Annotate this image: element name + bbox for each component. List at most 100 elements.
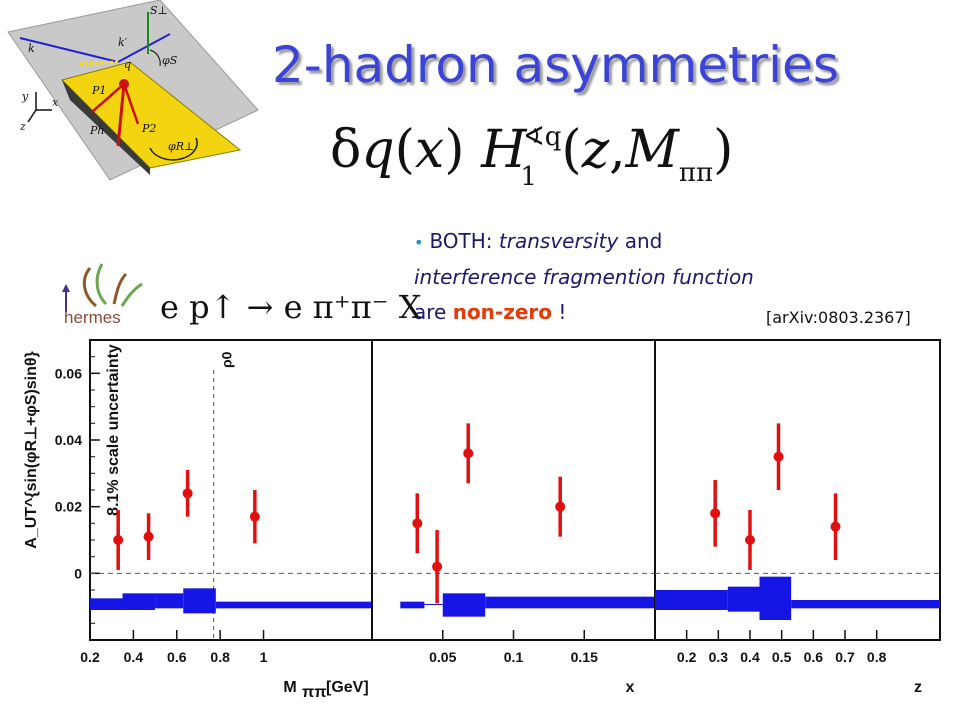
x-tick-label: 0.2 [677,649,697,665]
data-point [555,501,566,512]
systematic-band [90,598,123,610]
x-tick-label: 0.4 [124,649,144,665]
y-tick-label: 0.06 [55,365,82,381]
formula-sub: 1 [520,162,537,192]
data-point [830,521,841,532]
slide-title: 2-hadron asymmetries [272,36,839,94]
formula: δq(x) H1∢q(z,Mππ) [330,120,734,192]
formula-H: H [481,120,527,180]
y-tick-label: 0.04 [55,432,82,448]
asymmetry-chart: 0 0.02 0.04 0.06 A_UT^{sin(φR⊥+φS)sinθ} 8.1% … [23,339,941,701]
data-point [463,448,474,459]
formula-M: M [625,120,679,180]
x-axis-label: z [914,679,922,696]
x-tick-label: 0.6 [804,649,824,665]
x-axis-label: x [626,679,635,696]
x-tick-label: 0.7 [835,649,855,665]
formula-x: x [414,120,445,180]
Ph-vector [116,83,126,147]
systematic-band [122,593,156,610]
chart-frame [89,339,941,641]
kinematics-diagram: k k′ S⊥ q φS P1 P2 Ph φR⊥ y x z [7,0,259,181]
systematic-band [485,596,655,609]
bullet-dot: • [414,233,424,252]
data-point [432,561,443,572]
systematic-band [400,601,425,609]
label-k: k [28,42,35,55]
reaction: e p↑ → e π⁺π⁻ X [160,288,422,326]
systematic-band [655,590,728,610]
x-tick-label: 0.8 [867,649,887,665]
label-ax-y: y [21,90,29,103]
P2-vector [122,83,140,125]
systematic-band [442,593,486,617]
bullet-are: are [414,300,447,324]
x-tick-label: 0.1 [504,649,524,665]
label-S: S⊥ [150,4,168,17]
data-point [412,518,423,529]
hermes-logo: hermes [62,263,143,327]
hermes-logo-text: hermes [64,308,121,327]
x-tick-label: 0.4 [740,649,760,665]
y-tick-label: 0.02 [55,499,82,515]
bullet-prefix: BOTH: [429,229,493,253]
formula-q: q [361,120,395,180]
data-point [113,535,124,545]
systematic-band [424,604,443,605]
phiR-arc [149,137,198,161]
label-ax-z: z [19,120,26,133]
label-ax-x: x [52,96,59,109]
bullet-term1: transversity [498,229,619,253]
systematic-band [791,600,940,609]
rho-annotation: ρ0 [219,351,235,368]
x-tick-label: 0.5 [772,649,792,665]
x-tick-label: 1 [260,649,268,665]
interaction-vertex [119,79,129,89]
systematic-band [183,588,216,614]
x-axis-label-sub: ππ [302,684,327,701]
x-tick-label: 0.6 [167,649,187,665]
formula-pipi: ππ [678,158,714,188]
data-point [710,508,721,519]
axis-z [27,109,37,123]
formula-delta: δ [330,120,362,180]
production-plane-shadow [62,80,150,175]
data-point [249,511,260,522]
bullet-and: and [624,229,663,253]
data-point [745,535,755,545]
label-q: q [124,58,131,71]
x-axis-label: M [283,679,296,696]
y-tick-label: 0 [74,565,82,581]
x-tick-label: 0.05 [429,649,456,665]
y-scale-note: 8.1% scale uncertainty [105,344,122,516]
P1-vector [91,83,125,113]
data-point [773,451,784,462]
k-vector [19,37,119,63]
x-axis-unit: [GeV] [326,679,369,696]
x-tick-label: 0.15 [571,649,598,665]
systematic-band [759,576,792,620]
formula-z: z [581,120,610,180]
bullet-bang: ! [558,300,567,324]
data-point [182,488,193,499]
kprime-vector [117,33,171,63]
y-axis-label: A_UT^{sin(φR⊥+φS)sinθ} [23,351,40,549]
label-phiR: φR⊥ [168,140,194,153]
bullet-term2: interference fragmention function [414,265,754,289]
q-vector [79,60,119,66]
systematic-band [215,601,372,609]
bullet-text: • BOTH: transversity and interference fra… [414,224,884,330]
label-P2: P2 [141,122,156,135]
x-tick-label: 0.2 [80,649,100,665]
x-tick-label: 0.3 [709,649,729,665]
label-phiS: φS [162,54,178,67]
x-tick-label: 0.8 [210,649,230,665]
data-point [143,531,154,542]
formula-sup: ∢q [522,122,562,152]
systematic-band [155,593,184,609]
arxiv-reference: [arXiv:0803.2367] [766,308,911,327]
label-Ph: Ph [89,124,105,137]
systematic-band [727,586,760,612]
label-P1: P1 [91,84,106,97]
label-kprime: k′ [118,36,128,49]
